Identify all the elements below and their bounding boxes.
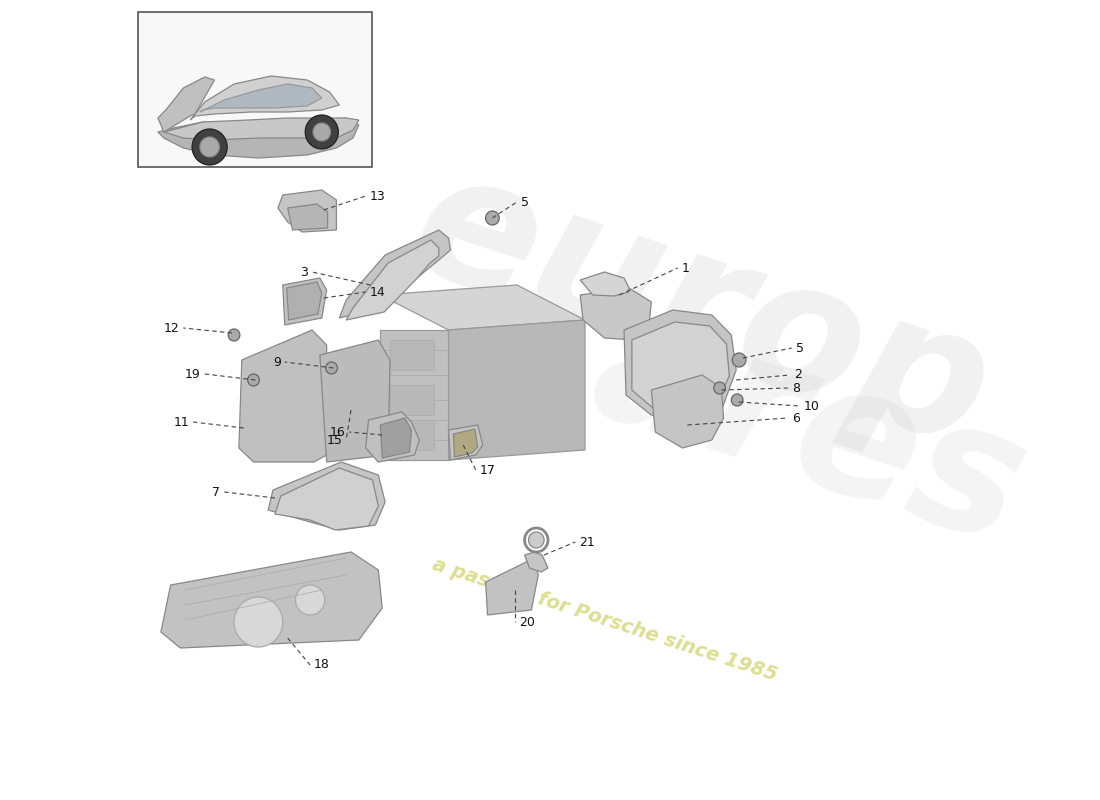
Polygon shape bbox=[287, 282, 322, 320]
Text: 8: 8 bbox=[792, 382, 800, 394]
Text: europ: europ bbox=[393, 134, 1011, 486]
Text: 14: 14 bbox=[370, 286, 385, 298]
Text: 3: 3 bbox=[300, 266, 308, 278]
Text: 5: 5 bbox=[795, 342, 804, 354]
Polygon shape bbox=[200, 84, 322, 112]
Text: ares: ares bbox=[573, 278, 1046, 582]
Polygon shape bbox=[449, 425, 483, 460]
Circle shape bbox=[485, 211, 499, 225]
Polygon shape bbox=[381, 418, 411, 458]
Text: 6: 6 bbox=[792, 411, 800, 425]
Polygon shape bbox=[651, 375, 724, 448]
Polygon shape bbox=[268, 462, 385, 530]
Text: 16: 16 bbox=[329, 426, 345, 438]
Polygon shape bbox=[239, 330, 327, 462]
Circle shape bbox=[248, 374, 260, 386]
Polygon shape bbox=[580, 272, 629, 296]
Polygon shape bbox=[158, 118, 359, 158]
Polygon shape bbox=[278, 190, 337, 232]
Polygon shape bbox=[485, 558, 538, 615]
Polygon shape bbox=[381, 330, 449, 460]
Text: 12: 12 bbox=[164, 322, 179, 334]
Polygon shape bbox=[346, 240, 439, 320]
Text: 11: 11 bbox=[174, 415, 189, 429]
Circle shape bbox=[525, 528, 548, 552]
Text: 10: 10 bbox=[803, 399, 820, 413]
Text: 15: 15 bbox=[327, 434, 342, 446]
Text: 20: 20 bbox=[519, 615, 535, 629]
Polygon shape bbox=[365, 412, 419, 462]
Text: 18: 18 bbox=[314, 658, 330, 671]
Polygon shape bbox=[631, 322, 729, 420]
Polygon shape bbox=[339, 230, 451, 318]
Circle shape bbox=[326, 362, 338, 374]
Polygon shape bbox=[453, 429, 477, 457]
Circle shape bbox=[234, 597, 283, 647]
Text: 7: 7 bbox=[212, 486, 220, 498]
Bar bbox=[390, 340, 433, 370]
Text: 9: 9 bbox=[273, 355, 280, 369]
Polygon shape bbox=[624, 310, 736, 425]
Circle shape bbox=[192, 129, 228, 165]
Text: 21: 21 bbox=[580, 535, 595, 549]
Bar bbox=[139, 12, 373, 167]
Polygon shape bbox=[381, 285, 585, 330]
Circle shape bbox=[228, 329, 240, 341]
Polygon shape bbox=[164, 118, 359, 140]
Polygon shape bbox=[158, 77, 214, 132]
Circle shape bbox=[714, 382, 726, 394]
Polygon shape bbox=[275, 468, 378, 530]
Circle shape bbox=[528, 532, 544, 548]
Polygon shape bbox=[580, 288, 651, 340]
Text: 17: 17 bbox=[480, 463, 496, 477]
Text: 13: 13 bbox=[370, 190, 385, 202]
Circle shape bbox=[200, 137, 219, 157]
Polygon shape bbox=[161, 552, 382, 648]
Polygon shape bbox=[525, 552, 548, 572]
Polygon shape bbox=[320, 340, 390, 462]
Polygon shape bbox=[283, 278, 327, 325]
Polygon shape bbox=[190, 76, 339, 120]
Circle shape bbox=[733, 353, 746, 367]
Bar bbox=[390, 385, 433, 415]
Circle shape bbox=[296, 585, 324, 615]
Circle shape bbox=[305, 115, 339, 149]
Polygon shape bbox=[449, 320, 585, 460]
Circle shape bbox=[732, 394, 742, 406]
Polygon shape bbox=[287, 204, 328, 230]
Text: 1: 1 bbox=[682, 262, 690, 274]
Text: 19: 19 bbox=[185, 367, 201, 381]
Text: 2: 2 bbox=[794, 369, 802, 382]
Text: a passion for Porsche since 1985: a passion for Porsche since 1985 bbox=[430, 555, 780, 685]
Bar bbox=[390, 420, 433, 450]
Text: 5: 5 bbox=[520, 195, 529, 209]
Circle shape bbox=[314, 123, 331, 141]
